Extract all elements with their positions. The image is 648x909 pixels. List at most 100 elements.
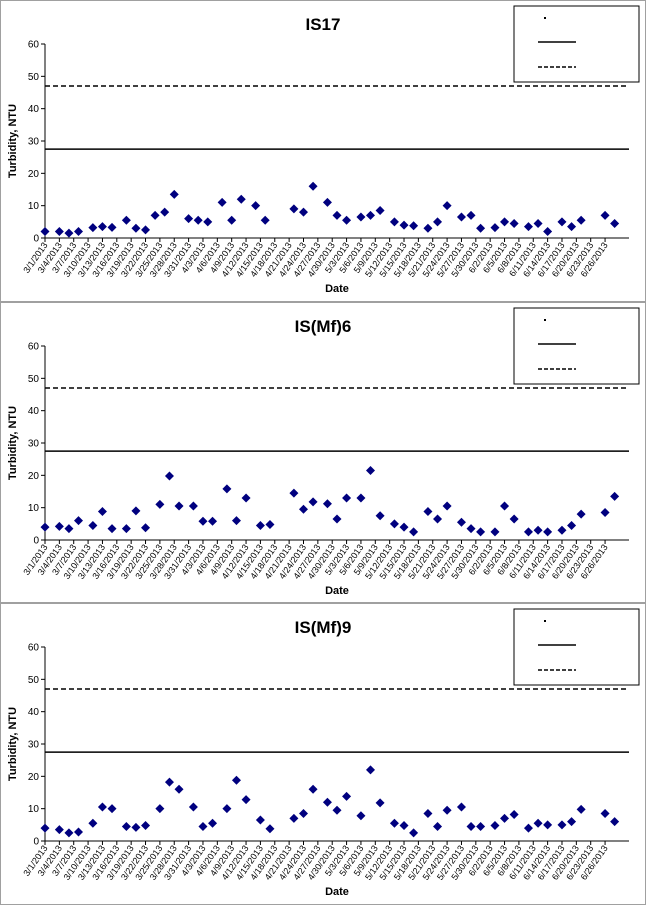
data-point [131,506,141,516]
data-point [169,189,179,199]
data-point [155,804,165,814]
data-point [141,820,151,830]
data-point [88,223,98,233]
data-point [389,217,399,227]
data-point [308,497,318,507]
data-point [231,775,241,785]
y-tick-label: 30 [28,740,40,751]
data-point [141,225,151,235]
data-point [557,820,567,830]
data-point [576,215,586,225]
data-point [389,818,399,828]
data-point [265,824,275,834]
data-point [222,484,232,494]
data-point [54,521,64,531]
data-point [342,791,352,801]
data-point [476,821,486,831]
y-tick-label: 50 [28,374,40,385]
data-point [456,212,466,222]
data-point [375,511,385,521]
data-point [121,821,131,831]
data-point [442,501,452,511]
data-point [523,222,533,232]
data-point [356,811,366,821]
data-point [567,222,577,232]
data-point [433,514,443,524]
data-point [88,818,98,828]
data-point [476,527,486,537]
y-tick-label: 10 [28,201,40,212]
data-point [308,784,318,794]
data-point [198,516,208,526]
data-point [164,471,174,481]
chart-panel-ismf9: IS(Mf)9 0 10 20 30 40 50 60 Turbidity, NTU 3/1/20… [0,603,646,905]
data-point [409,221,419,231]
x-axis-label: Date [325,283,349,295]
data-point [203,217,213,227]
data-point [289,488,299,498]
data-point [543,527,553,537]
chart-title: IS(Mf)9 [295,618,352,637]
data-point [375,206,385,216]
y-tick-label: 50 [28,72,40,83]
data-point [533,525,543,535]
data-point [227,215,237,225]
data-point [308,181,318,191]
legend-marker-swatch [544,319,546,321]
data-point [40,823,50,833]
data-point [322,499,332,509]
data-point [409,828,419,838]
data-point [500,813,510,823]
y-tick-label: 60 [28,40,40,51]
data-point [466,821,476,831]
data-point [174,501,184,511]
data-point [222,804,232,814]
y-tick-label: 0 [33,837,39,848]
data-point [332,805,342,815]
data-point [543,227,553,237]
y-tick-label: 30 [28,439,40,450]
data-point [174,784,184,794]
y-tick-label: 20 [28,169,40,180]
data-point [433,217,443,227]
data-point [193,215,203,225]
data-point [533,818,543,828]
y-axis-label: Turbidity, NTU [7,707,19,781]
data-point [97,222,107,232]
data-point [433,821,443,831]
y-tick-label: 50 [28,675,40,686]
data-point [456,802,466,812]
data-point [476,223,486,233]
y-axis-label: Turbidity, NTU [7,406,19,480]
legend-marker-swatch [544,17,546,19]
data-point [332,210,342,220]
data-point [97,802,107,812]
data-point [322,797,332,807]
data-point [188,802,198,812]
data-point [260,215,270,225]
data-point [289,813,299,823]
data-point [121,524,131,534]
data-point [375,798,385,808]
data-point [576,509,586,519]
data-point [150,210,160,220]
data-point [366,765,376,775]
data-point [533,218,543,228]
data-point [217,197,227,207]
data-point [423,223,433,233]
data-point [74,827,84,837]
data-point [241,493,251,503]
data-point [236,194,246,204]
y-tick-label: 60 [28,643,40,654]
data-point [342,493,352,503]
data-point [298,504,308,514]
legend-marker-swatch [544,620,546,622]
y-tick-label: 0 [33,234,39,245]
data-point [442,201,452,211]
data-point [509,514,519,524]
data-point [389,519,399,529]
